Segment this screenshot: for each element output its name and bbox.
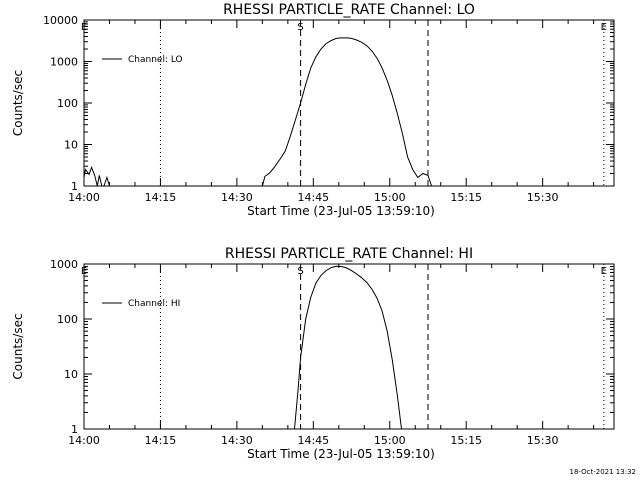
x-tick-label: 15:15	[450, 434, 482, 447]
plot-frame	[83, 19, 615, 187]
x-tick-label: 14:30	[221, 191, 253, 204]
y-tick-label: 10000	[43, 14, 78, 27]
marker-label: E	[81, 22, 87, 33]
chart-title: RHESSI PARTICLE_RATE Channel: LO	[223, 2, 475, 18]
y-tick-label: 1000	[50, 258, 78, 271]
panel-hi: RHESSI PARTICLE_RATE Channel: HI 14:00 14:…	[11, 246, 615, 461]
y-tick-label: 1000	[50, 56, 78, 69]
x-tick-label: 15:15	[450, 191, 482, 204]
series-line	[294, 265, 402, 430]
x-tick-label: 15:00	[374, 191, 406, 204]
x-tick-label: 14:30	[221, 434, 253, 447]
x-tick-label: 15:30	[527, 191, 559, 204]
timestamp-label: 18-Oct-2021 13:32	[570, 468, 636, 476]
y-tick-label: 10	[64, 139, 78, 152]
y-axis-label: Counts/sec	[11, 70, 25, 136]
x-tick-label: 14:15	[145, 191, 177, 204]
marker-label: E	[81, 266, 87, 277]
y-tick-label: 100	[57, 97, 78, 110]
y-tick-label: 10	[64, 368, 78, 381]
chart-title: RHESSI PARTICLE_RATE Channel: HI	[225, 246, 473, 262]
panel-lo: RHESSI PARTICLE_RATE Channel: LO 14:00 14:…	[11, 2, 615, 218]
y-tick-label: 1	[71, 423, 78, 436]
x-axis-label: Start Time (23-Jul-05 13:59:10)	[247, 204, 435, 218]
legend-entry: Channel: LO	[128, 55, 183, 65]
x-tick-label: 15:30	[527, 434, 559, 447]
y-tick-label: 100	[57, 313, 78, 326]
series-line	[261, 37, 433, 187]
marker-label: E	[601, 266, 607, 277]
x-tick-label: 14:45	[297, 434, 329, 447]
y-axis-label: Counts/sec	[11, 313, 25, 379]
legend-entry: Channel: HI	[128, 299, 180, 309]
x-tick-label: 14:45	[297, 191, 329, 204]
x-tick-label: 14:00	[68, 191, 100, 204]
marker-label: S	[297, 266, 303, 277]
x-tick-label: 14:15	[145, 434, 177, 447]
x-tick-label: 15:00	[374, 434, 406, 447]
y-tick-label: 1	[71, 180, 78, 193]
marker-label: E	[601, 22, 607, 33]
x-axis-label: Start Time (23-Jul-05 13:59:10)	[247, 447, 435, 461]
series-line	[83, 165, 110, 187]
x-tick-label: 14:00	[68, 434, 100, 447]
plot-frame	[83, 263, 615, 430]
marker-label: S	[297, 22, 303, 33]
